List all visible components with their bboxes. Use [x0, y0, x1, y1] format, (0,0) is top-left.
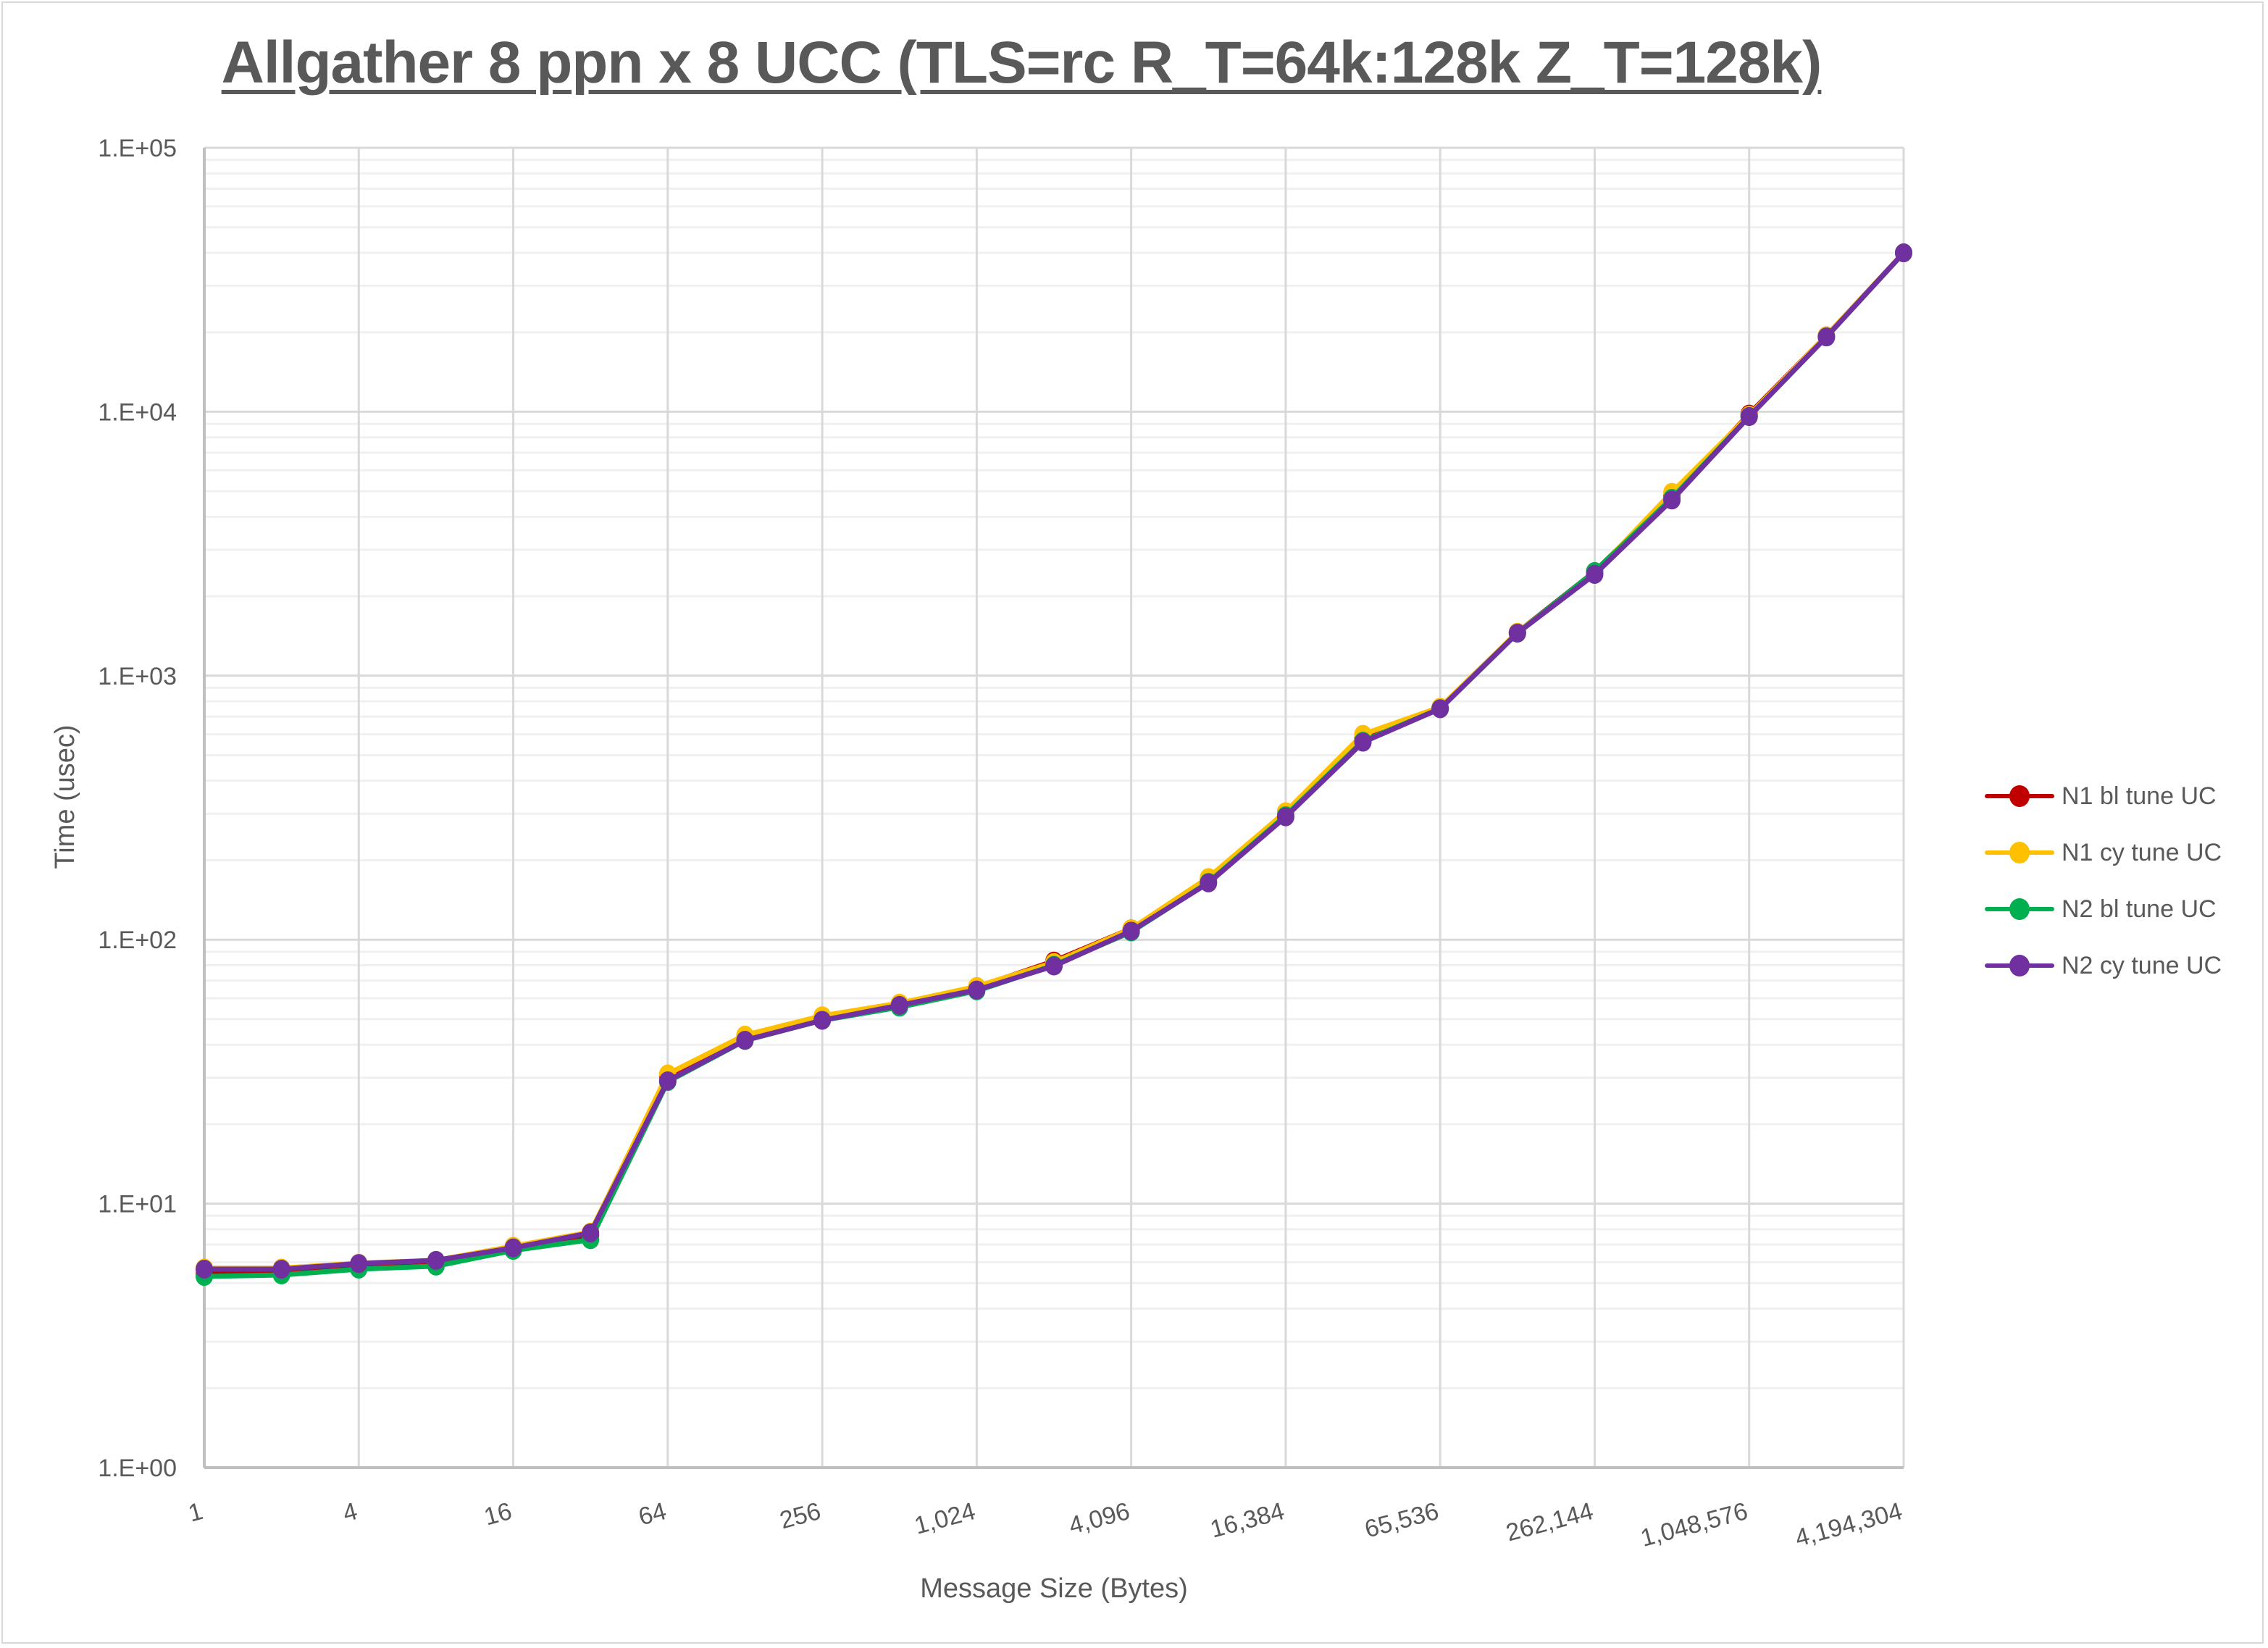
- legend-marker-icon: [1985, 785, 2054, 807]
- x-axis-ticks: 1 4 16 64 256 1,024 4,096 16,384 65,536 262,144 1,…: [185, 1497, 1905, 1552]
- legend-marker-icon: [1985, 842, 2054, 863]
- data-point: [890, 995, 908, 1015]
- data-point: [1663, 490, 1681, 510]
- legend-label: N2 cy tune UC: [2062, 951, 2222, 979]
- x-tick-label: 4: [340, 1497, 360, 1528]
- series-n2-cy-tune-uc: [196, 243, 1912, 1279]
- data-point: [1508, 623, 1526, 643]
- y-tick-label: 1.E+05: [98, 135, 177, 162]
- x-tick-label: 1: [185, 1497, 206, 1528]
- x-tick-label: 1,048,576: [1638, 1497, 1751, 1552]
- x-tick-label: 64: [636, 1497, 669, 1531]
- x-tick-label: 262,144: [1503, 1497, 1597, 1547]
- y-axis-ticks: 1.E+00 1.E+01 1.E+02 1.E+03 1.E+04 1.E+05: [98, 135, 177, 1482]
- data-point: [272, 1259, 290, 1279]
- legend-item: N1 bl tune UC: [1985, 768, 2222, 824]
- data-point: [1817, 327, 1836, 347]
- legend-label: N2 bl tune UC: [2062, 895, 2217, 923]
- x-tick-label: 65,536: [1362, 1497, 1441, 1544]
- series-n1-bl-tune-uc: [196, 243, 1912, 1284]
- data-point: [1276, 807, 1294, 827]
- y-tick-label: 1.E+04: [98, 398, 177, 426]
- data-point: [504, 1238, 522, 1258]
- data-point: [1045, 956, 1063, 976]
- data-point: [196, 1259, 213, 1279]
- data-point: [813, 1011, 832, 1030]
- x-tick-label: 256: [777, 1497, 824, 1534]
- x-tick-label: 4,194,304: [1792, 1497, 1905, 1552]
- data-point: [1431, 699, 1449, 719]
- x-tick-label: 4,096: [1066, 1497, 1133, 1540]
- data-point: [1895, 243, 1912, 263]
- x-tick-label: 1,024: [911, 1497, 978, 1540]
- y-tick-label: 1.E+00: [98, 1455, 177, 1482]
- data-point: [1586, 564, 1604, 584]
- data-point: [968, 980, 986, 1000]
- y-tick-label: 1.E+01: [98, 1191, 177, 1218]
- data-point: [1122, 921, 1140, 941]
- legend-item: N2 cy tune UC: [1985, 937, 2222, 994]
- y-tick-label: 1.E+03: [98, 663, 177, 690]
- series-n1-cy-tune-uc: [196, 243, 1912, 1278]
- legend-item: N1 cy tune UC: [1985, 824, 2222, 881]
- data-point: [1354, 732, 1372, 752]
- legend: N1 bl tune UC N1 cy tune UC N2 bl tune UC N…: [1985, 768, 2222, 994]
- x-axis-title: Message Size (Bytes): [920, 1573, 1188, 1604]
- data-point: [350, 1254, 368, 1273]
- chart-title: Allgather 8 ppn x 8 UCC (TLS=rc R_T=64k:…: [221, 30, 1823, 96]
- data-point: [427, 1250, 445, 1270]
- legend-marker-icon: [1985, 955, 2054, 976]
- data-point: [1740, 407, 1758, 427]
- legend-label: N1 bl tune UC: [2062, 782, 2217, 810]
- legend-label: N1 cy tune UC: [2062, 838, 2222, 866]
- legend-item: N2 bl tune UC: [1985, 881, 2222, 937]
- data-point: [736, 1031, 754, 1050]
- data-point: [1200, 873, 1218, 892]
- y-axis-title: Time (usec): [50, 724, 80, 869]
- y-tick-label: 1.E+02: [98, 927, 177, 954]
- legend-marker-icon: [1985, 898, 2054, 920]
- series-n2-bl-tune-uc: [196, 243, 1912, 1287]
- series-lines: [196, 243, 1912, 1287]
- data-point: [658, 1071, 677, 1091]
- data-point: [582, 1223, 600, 1242]
- gridlines: [203, 146, 1905, 1469]
- x-tick-label: 16,384: [1208, 1497, 1287, 1544]
- x-tick-label: 16: [481, 1497, 514, 1531]
